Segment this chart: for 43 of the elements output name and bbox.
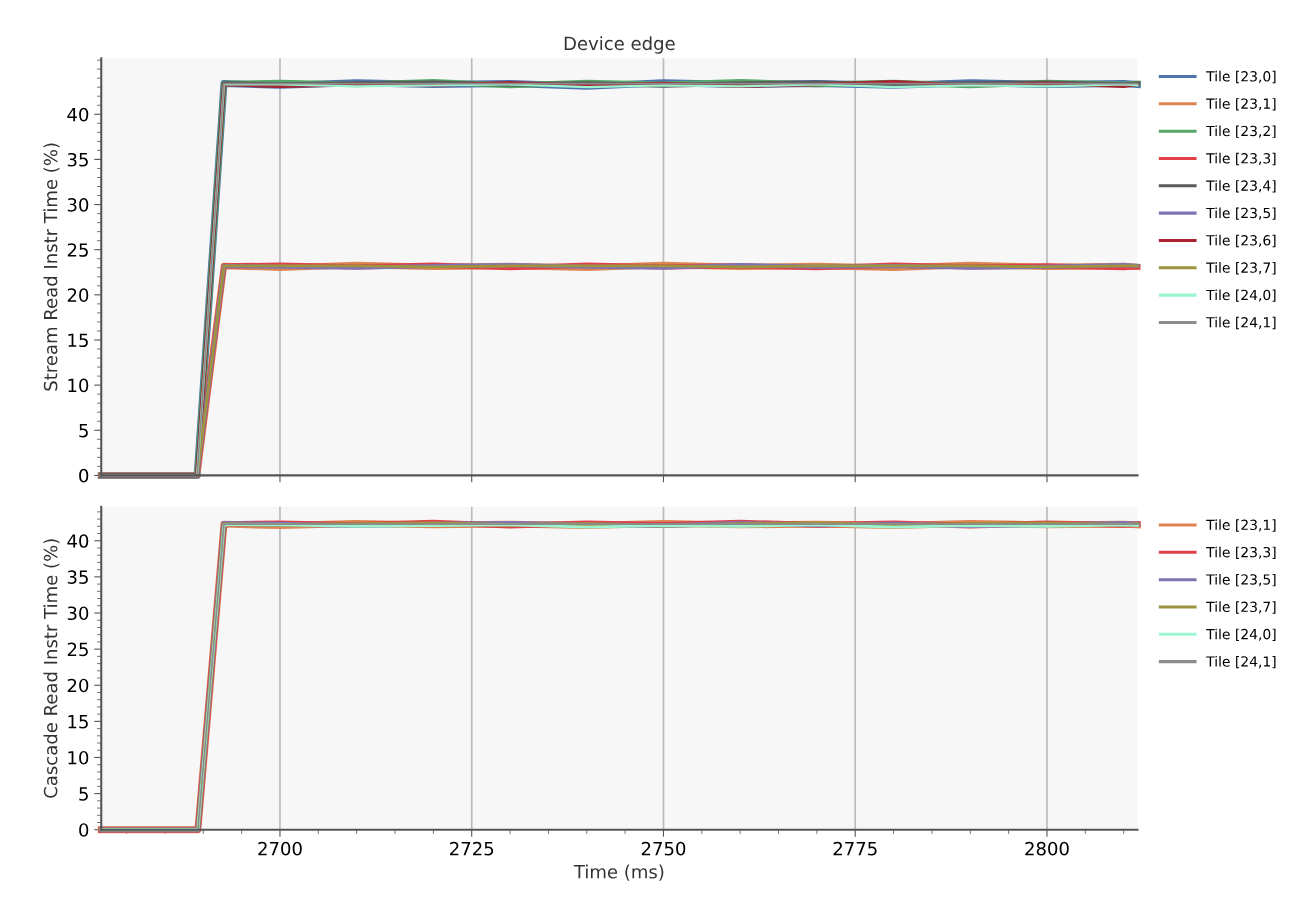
legend-label: Tile [23,4] bbox=[1206, 180, 1276, 193]
legend-label: Tile [23,1] bbox=[1206, 98, 1276, 111]
x-tick-label: 2800 bbox=[1025, 841, 1069, 856]
x-tick-label: 2750 bbox=[641, 841, 686, 856]
chart-title: Device edge bbox=[564, 36, 675, 54]
y-axis-title: Cascade Read Instr Time (%) bbox=[43, 539, 60, 798]
legend-label: Tile [23,3] bbox=[1206, 546, 1276, 560]
legend-label: Tile [24,1] bbox=[1206, 316, 1276, 330]
y-tick-label: 5 bbox=[79, 423, 88, 438]
y-tick-label: 5 bbox=[79, 787, 88, 801]
legend-label: Tile [23,0] bbox=[1206, 70, 1276, 84]
y-tick-label: 20 bbox=[67, 678, 89, 693]
y-tick-label: 40 bbox=[67, 107, 89, 122]
legend-label: Tile [23,2] bbox=[1206, 125, 1276, 138]
y-tick-label: 40 bbox=[67, 534, 89, 548]
x-axis-title: Time (ms) bbox=[573, 864, 664, 881]
legend-label: Tile [23,6] bbox=[1206, 234, 1276, 248]
x-tick-label: 2700 bbox=[258, 841, 302, 856]
x-tick-label: 2725 bbox=[450, 841, 494, 856]
legend-label: Tile [23,7] bbox=[1206, 262, 1276, 275]
y-axis-title: Stream Read Instr Time (%) bbox=[43, 143, 60, 391]
y-tick-label: 10 bbox=[68, 378, 89, 393]
y-tick-label: 35 bbox=[67, 152, 88, 167]
y-tick-label: 30 bbox=[67, 198, 89, 212]
y-tick-label: 15 bbox=[68, 715, 88, 729]
y-tick-label: 20 bbox=[67, 288, 89, 302]
legend-label: Tile [23,5] bbox=[1206, 207, 1276, 220]
legend-label: Tile [23,5] bbox=[1206, 573, 1276, 587]
y-tick-label: 25 bbox=[67, 642, 88, 657]
y-tick-label: 25 bbox=[67, 243, 88, 257]
y-tick-label: 0 bbox=[79, 823, 89, 837]
legend-label: Tile [24,1] bbox=[1206, 655, 1276, 669]
legend-label: Tile [24,0] bbox=[1206, 628, 1276, 642]
y-tick-label: 30 bbox=[67, 606, 89, 621]
y-tick-label: 35 bbox=[67, 570, 88, 584]
legend-label: Tile [24,0] bbox=[1206, 289, 1276, 302]
legend-label: Tile [23,3] bbox=[1206, 152, 1276, 166]
y-tick-label: 0 bbox=[79, 468, 89, 483]
legend-label: Tile [23,7] bbox=[1206, 601, 1276, 614]
x-tick-label: 2775 bbox=[833, 841, 877, 856]
y-tick-label: 10 bbox=[68, 750, 89, 765]
y-tick-label: 15 bbox=[68, 333, 88, 348]
legend-label: Tile [23,1] bbox=[1206, 519, 1276, 532]
